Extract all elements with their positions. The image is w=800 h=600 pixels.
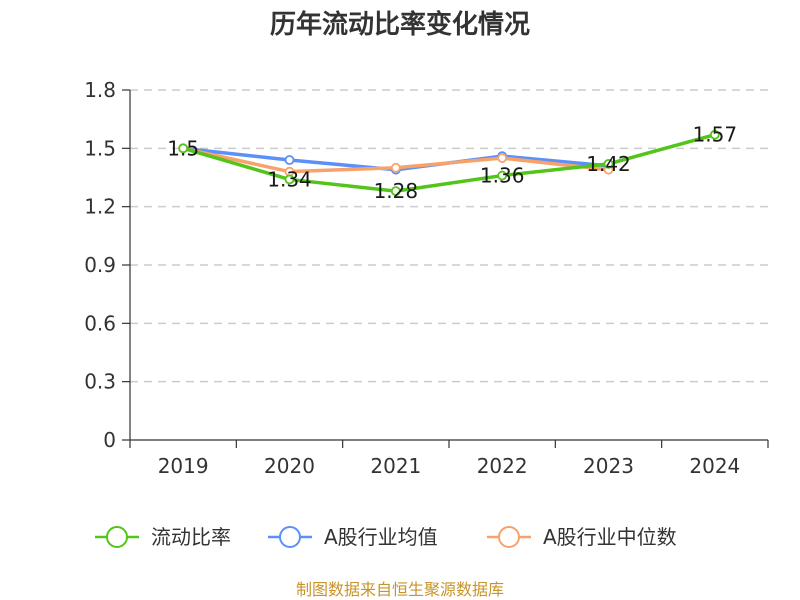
data-point bbox=[284, 174, 295, 185]
y-tick-label: 0.3 bbox=[84, 370, 116, 394]
y-tick-label: 1.5 bbox=[84, 136, 116, 160]
legend-item[interactable]: A股行业均值 bbox=[268, 525, 438, 549]
series-layer bbox=[178, 129, 720, 197]
data-label: 1.57 bbox=[693, 123, 738, 147]
axes: 0 0.3 0.6 0.9 1.2 1.5 1.8 2019 2020 2021 2022 2023 2… bbox=[84, 78, 769, 478]
data-label: 1.28 bbox=[374, 179, 419, 203]
series-line bbox=[182, 133, 716, 193]
data-label: 1.36 bbox=[480, 164, 525, 188]
legend-item[interactable]: A股行业中位数 bbox=[487, 525, 677, 549]
y-tick-label: 0 bbox=[103, 428, 116, 452]
data-labels: 1.5 1.34 1.28 1.36 1.42 1.57 bbox=[167, 123, 737, 203]
data-point bbox=[497, 153, 508, 163]
x-tick-label: 2024 bbox=[689, 454, 740, 478]
x-tick-label: 2023 bbox=[583, 454, 634, 478]
data-point bbox=[178, 143, 189, 154]
source-note: 制图数据来自恒生聚源数据库 bbox=[296, 580, 504, 599]
x-tick-label: 2021 bbox=[370, 454, 421, 478]
legend-label: A股行业均值 bbox=[324, 525, 438, 549]
legend-label: A股行业中位数 bbox=[543, 525, 677, 549]
data-point bbox=[603, 158, 614, 169]
data-point bbox=[390, 186, 401, 197]
y-tick-label: 0.9 bbox=[84, 253, 116, 277]
legend-label: 流动比率 bbox=[151, 525, 231, 549]
legend-marker-icon bbox=[279, 526, 301, 548]
x-tick-label: 2020 bbox=[264, 454, 315, 478]
grid-lines bbox=[130, 89, 768, 383]
data-point bbox=[709, 129, 720, 140]
data-point bbox=[284, 155, 295, 165]
data-label: 1.5 bbox=[167, 136, 199, 160]
data-point bbox=[390, 162, 401, 173]
y-tick-label: 0.6 bbox=[84, 311, 116, 335]
chart-title: 历年流动比率变化情况 bbox=[270, 9, 530, 40]
data-label: 1.34 bbox=[267, 167, 312, 191]
y-tick-label: 1.2 bbox=[84, 195, 116, 219]
x-tick-label: 2019 bbox=[158, 454, 209, 478]
data-point bbox=[497, 170, 508, 181]
y-tick-label: 1.8 bbox=[84, 78, 116, 102]
legend-marker-icon bbox=[106, 526, 128, 548]
data-label: 1.42 bbox=[586, 152, 631, 176]
legend-item[interactable]: 流动比率 bbox=[95, 525, 231, 549]
legend-marker-icon bbox=[498, 526, 520, 548]
x-tick-label: 2022 bbox=[477, 454, 528, 478]
legend[interactable]: 流动比率 A股行业均值 A股行业中位数 bbox=[95, 525, 677, 549]
